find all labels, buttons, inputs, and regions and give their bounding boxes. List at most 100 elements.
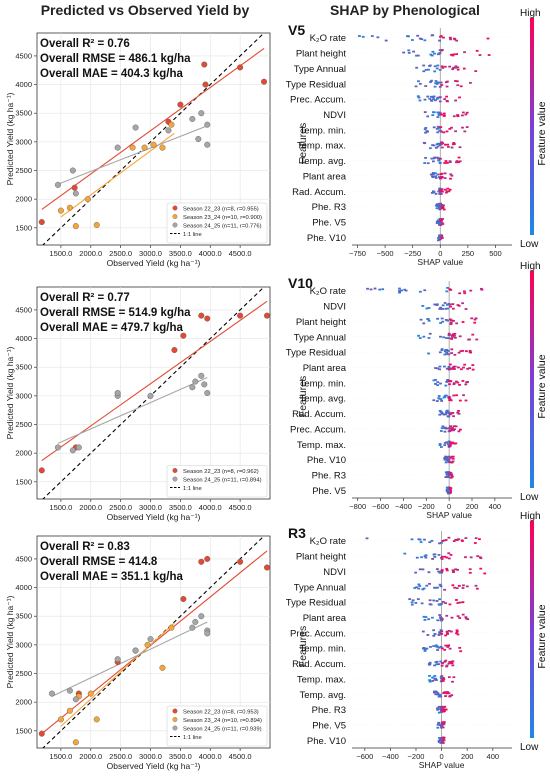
shap-point xyxy=(449,456,453,459)
colorbar-low-label: Low xyxy=(520,492,539,503)
shap-point xyxy=(448,488,452,491)
shap-point xyxy=(438,409,442,412)
feature-label: Temp. min. xyxy=(300,125,346,136)
stats-line: Overall R² = 0.77 xyxy=(40,292,130,304)
shap-point xyxy=(453,353,457,356)
shap-point xyxy=(433,553,437,556)
shap-point xyxy=(425,307,429,310)
shap-point xyxy=(451,680,454,683)
shap-point xyxy=(437,634,441,636)
shap-point xyxy=(442,737,446,740)
shap-point xyxy=(437,237,441,240)
regression-line xyxy=(51,621,208,697)
feature-label: Plant area xyxy=(303,363,347,374)
shap-point xyxy=(451,460,455,463)
feature-label: Plant height xyxy=(296,317,347,328)
shap-panel-2: V10 −800 −600 −400 −200 0 200 400 SHAP value Feat… xyxy=(286,261,548,520)
shap-point xyxy=(461,349,465,352)
shap-point xyxy=(458,646,462,649)
shap-point xyxy=(435,156,439,159)
shap-point xyxy=(435,600,439,602)
shap-point xyxy=(450,475,454,478)
shap-point xyxy=(445,569,449,572)
shap-point xyxy=(448,363,452,366)
shap-point xyxy=(450,473,453,476)
shap-point xyxy=(436,205,440,208)
data-point xyxy=(195,135,202,142)
shap-point xyxy=(449,489,453,492)
shap-point xyxy=(461,126,464,129)
shap-point xyxy=(427,337,431,339)
shap-point xyxy=(435,645,439,648)
shap-point xyxy=(450,126,453,129)
shap-point xyxy=(446,443,450,446)
x-tick-label: −500 xyxy=(377,249,394,258)
shap-point xyxy=(439,398,443,400)
shap-point xyxy=(454,99,458,102)
shap-point xyxy=(376,36,380,39)
shap-point xyxy=(450,174,454,177)
shap-point xyxy=(486,37,490,40)
shap-point xyxy=(471,368,475,371)
shap-point xyxy=(462,584,465,587)
shap-point xyxy=(457,156,461,159)
shap-point xyxy=(423,162,427,164)
shap-point xyxy=(438,52,442,55)
shap-point xyxy=(448,603,452,606)
shap-point xyxy=(451,660,455,663)
shap-point xyxy=(450,352,453,355)
shap-point xyxy=(458,399,462,402)
shap-point xyxy=(423,98,427,101)
shap-point xyxy=(431,50,435,53)
plot-area xyxy=(38,536,270,748)
feature-label: Plant area xyxy=(303,613,347,624)
stats-line: Overall RMSE = 414.8 xyxy=(40,556,158,568)
shap-point xyxy=(428,582,431,585)
feature-label: Type Annual xyxy=(294,64,346,75)
shap-point xyxy=(439,224,443,226)
shap-point xyxy=(440,555,444,558)
shap-point xyxy=(435,679,438,681)
shap-point xyxy=(445,614,449,617)
shap-point xyxy=(457,538,460,541)
shap-point xyxy=(370,35,374,37)
shap-point xyxy=(449,288,453,291)
shap-point xyxy=(447,333,451,336)
shap-point xyxy=(437,721,441,724)
shap-point xyxy=(450,368,454,370)
data-point xyxy=(72,696,79,703)
shap-point xyxy=(420,602,424,605)
shap-point xyxy=(432,173,435,176)
shap-point xyxy=(418,37,422,40)
shap-point xyxy=(440,556,443,559)
shap-point xyxy=(435,222,439,225)
shap-point xyxy=(448,647,452,650)
y-axis-label: Features xyxy=(297,376,309,417)
shap-point xyxy=(421,630,425,633)
shap-point xyxy=(369,288,373,291)
shap-point xyxy=(447,474,451,477)
shap-point xyxy=(451,441,455,444)
shap-point xyxy=(431,160,435,163)
shap-point xyxy=(447,662,451,665)
shap-point xyxy=(435,83,439,85)
shap-point xyxy=(435,220,439,223)
shap-point xyxy=(464,399,468,402)
shap-point xyxy=(403,288,407,291)
shap-point xyxy=(458,617,462,619)
shap-point xyxy=(453,428,456,431)
shap-point xyxy=(450,616,454,619)
shap-point xyxy=(443,353,447,356)
shap-point xyxy=(446,187,450,190)
shap-point xyxy=(454,65,458,68)
data-point xyxy=(189,624,196,631)
shap-point xyxy=(440,675,444,677)
shap-point xyxy=(443,172,447,175)
shap-point xyxy=(469,556,473,559)
shap-point xyxy=(444,455,447,458)
shap-point xyxy=(436,708,440,711)
shap-point xyxy=(440,446,443,448)
x-tick-label: 3500.0 xyxy=(169,249,192,258)
shap-point xyxy=(453,442,457,445)
shap-point xyxy=(459,650,463,653)
